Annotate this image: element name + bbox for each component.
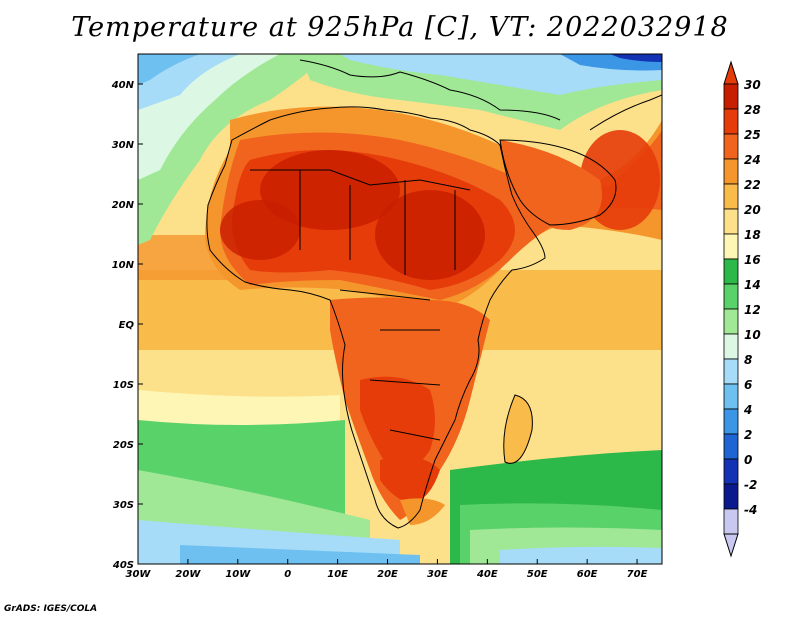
colorbar-bottom-arrow	[723, 533, 739, 558]
lat-tick-label: 40S	[112, 560, 134, 571]
colorbar-label: -4	[744, 503, 757, 517]
lon-tick-label: 10E	[327, 569, 348, 580]
colorbar-swatch	[723, 233, 739, 260]
lon-tick-label: 20E	[377, 569, 398, 580]
lon-tick-label: 10W	[225, 569, 251, 580]
colorbar-label: 22	[744, 178, 761, 192]
lat-tick-label: 10S	[113, 380, 134, 391]
colorbar-label: 18	[744, 228, 761, 242]
colorbar-swatch	[723, 158, 739, 185]
lon-tick-label: 0	[284, 569, 291, 580]
colorbar-label: -2	[744, 478, 757, 492]
colorbar-label: 16	[744, 253, 761, 267]
colorbar-top-arrow	[723, 60, 739, 85]
colorbar-swatch	[723, 483, 739, 510]
latitude-axis: 40N 30N 20N 10N EQ 10S 20S 30S 40S	[111, 80, 143, 571]
colorbar-label: 0	[744, 453, 752, 467]
lon-tick-label: 50E	[527, 569, 548, 580]
lon-tick-label: 30W	[126, 569, 152, 580]
colorbar-swatch	[723, 283, 739, 310]
colorbar-swatch	[723, 333, 739, 360]
lon-tick-label: 40E	[476, 569, 498, 580]
lon-tick-label: 20W	[175, 569, 201, 580]
lon-tick-label: 70E	[627, 569, 648, 580]
colorbar-swatch	[723, 358, 739, 385]
colorbar-label: 14	[744, 278, 761, 292]
colorbar-label: 20	[744, 203, 761, 217]
colorbar-label: 4	[743, 403, 752, 417]
lon-tick-label: 30E	[427, 569, 448, 580]
colorbar-swatch	[723, 183, 739, 210]
colorbar-swatch	[723, 208, 739, 235]
colorbar-label: 12	[744, 303, 761, 317]
lat-tick-label: 40N	[111, 80, 135, 91]
colorbar-swatch	[723, 133, 739, 160]
colorbar-swatch	[723, 433, 739, 460]
map-title: Temperature at 925hPa [C], VT: 202203291…	[71, 12, 729, 43]
lat-tick-label: 30N	[112, 140, 135, 151]
colorbar-swatch	[723, 108, 739, 135]
colorbar-label: 24	[744, 153, 761, 167]
colorbar-swatch	[723, 408, 739, 435]
lat-tick-label: 10N	[112, 260, 135, 271]
map-frame	[137, 53, 663, 565]
coastlines	[206, 59, 662, 529]
lat-tick-label: 30S	[113, 500, 134, 511]
colorbar-label: 25	[744, 128, 761, 142]
colorbar-label: 6	[744, 378, 752, 392]
colorbar-swatch	[723, 308, 739, 335]
temperature-field	[138, 54, 662, 564]
longitude-axis: 30W 20W 10W 0 10E 20E 30E 40E 50E 60E 70E	[126, 559, 648, 580]
colorbar-label: 10	[744, 328, 761, 342]
colorbar-label: 30	[744, 78, 761, 92]
lat-tick-label: EQ	[119, 320, 135, 331]
colorbar-swatch	[723, 458, 739, 485]
lat-tick-label: 20N	[112, 200, 135, 211]
colorbar-label: 2	[744, 428, 752, 442]
lat-tick-label: 20S	[113, 440, 134, 451]
colorbar-label: 28	[744, 103, 761, 117]
lon-tick-label: 60E	[577, 569, 598, 580]
credit-label: GrADS: IGES/COLA	[4, 604, 98, 614]
colorbar-label: 8	[744, 353, 752, 367]
colorbar-swatch	[723, 508, 739, 535]
colorbar-swatch	[723, 83, 739, 110]
colorbar-swatch	[723, 258, 739, 285]
colorbar-swatch	[723, 383, 739, 410]
